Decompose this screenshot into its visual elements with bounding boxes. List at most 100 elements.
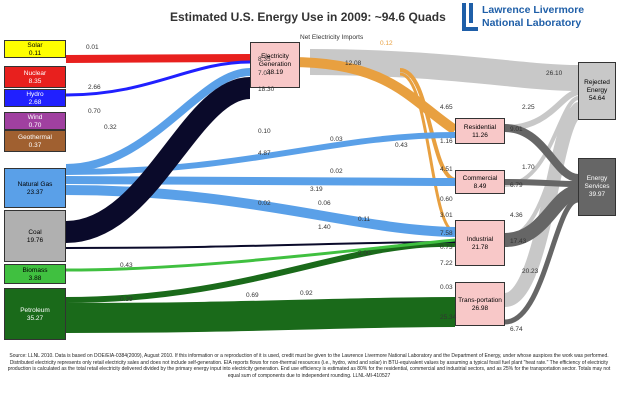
flow-label: 0.70 [88,108,101,115]
source-name: Geothermal [18,134,52,141]
llnl-logo-mark [462,3,478,31]
flow-nuclear-elec [65,54,251,63]
flow-ind-services [504,185,580,247]
flow-coal-elec [65,77,252,243]
flow-gas-res [65,132,456,175]
flow-label: 7.22 [440,260,453,267]
source-value: 0.11 [28,50,42,57]
llnl-logo: Lawrence Livermore National Laboratory [462,3,618,33]
sector-name: Residential [463,124,497,131]
flow-label: 0.69 [246,292,259,299]
source-box-7: Biomass 3.88 [4,264,66,284]
flow-label: 1.16 [440,138,453,145]
flow-label: 6.74 [510,326,523,333]
flow-label: 2.66 [88,84,101,91]
source-value: 19.76 [26,237,44,244]
services-box: Energy Services 39.97 [578,158,616,216]
flow-label: 0.01 [86,44,99,51]
flow-label: 1.70 [522,164,535,171]
source-name: Petroleum [20,307,50,314]
sector-value: 21.78 [471,244,489,251]
flow-gas-elec [65,68,251,172]
source-name: Coal [28,229,42,236]
flow-bio-ind [65,238,456,272]
electricity-box: Electricity Generation 38.19 [250,42,300,88]
sector-value: 11.26 [472,132,488,139]
source-name: Solar [27,42,43,49]
flow-label: 4.65 [440,104,453,111]
flow-label: 9.01 [510,126,523,133]
source-value: 8.35 [28,78,42,85]
rejected-name: Rejected Energy [584,79,610,94]
flow-label: 3.19 [310,186,323,193]
flow-label: 12.08 [345,60,362,67]
flow-label: 0.32 [104,124,117,131]
flow-label: 8.35 [258,56,271,63]
flow-trans-services [504,197,579,325]
sector-box-1: Commercial 8.49 [455,170,505,194]
flow-elec-rejected [309,49,579,91]
flow-label: 4.51 [440,166,453,173]
source-value: 2.68 [28,99,42,106]
source-value: 23.37 [26,189,44,196]
sector-name: Industrial [466,236,494,243]
flow-gas-com [65,176,456,186]
source-name: Wind [27,114,43,121]
flow-label: 0.06 [318,200,331,207]
flow-label: 18.30 [258,86,275,93]
flow-elec-com [399,68,456,182]
net-imports-text: Net Electricity Imports [300,34,364,41]
sector-name: Commercial [462,175,498,182]
sector-value: 8.49 [473,183,487,190]
flow-label: 0.43 [120,262,133,269]
flow-label: 0.03 [440,284,453,291]
flow-label: 0.60 [440,196,453,203]
flow-com-services [504,179,579,187]
source-box-0: Solar 0.11 [4,40,66,58]
electricity-value: 38.19 [266,69,284,76]
flow-elec-ind [399,72,456,234]
source-box-3: Wind 0.70 [4,112,66,130]
flow-elec-main [289,57,458,135]
rejected-box: Rejected Energy 54.64 [578,62,616,120]
flow-label: 26.10 [546,70,563,77]
flow-label: 1.40 [318,224,331,231]
rejected-value: 54.64 [588,95,606,102]
source-name: Nuclear [23,70,47,77]
flow-label: 0.92 [300,290,313,297]
source-value: 3.88 [28,275,42,282]
flow-label: 0.02 [258,200,271,207]
footnote: Source: LLNL 2010. Data is based on DOE/… [7,353,611,379]
flow-label: 2.25 [522,104,535,111]
flow-label: 0.39 [120,296,133,303]
flow-label: 20.23 [522,268,539,275]
electricity-name: Electricity Generation [258,53,292,68]
flow-label: 4.36 [510,212,523,219]
flow-label: 0.73 [440,244,453,251]
sector-name: Trans-portation [458,297,502,304]
sector-box-0: Residential 11.26 [455,118,505,144]
source-box-8: Petroleum 35.27 [4,288,66,340]
flow-label: 2.00 [358,250,371,257]
logo-line-2: National Laboratory [482,17,582,29]
source-value: 35.27 [26,315,44,322]
source-name: Biomass [22,267,48,274]
net-imports-label: Net Electricity Imports [300,34,364,41]
net-imports-value: 0.12 [380,40,393,47]
source-box-5: Natural Gas 23.37 [4,168,66,208]
flow-label: 0.02 [330,168,343,175]
source-name: Natural Gas [17,181,53,188]
source-value: 0.37 [28,142,42,149]
sector-box-3: Trans-portation 26.98 [455,282,505,326]
source-box-4: Geothermal 0.37 [4,130,66,152]
source-name: Hydro [26,91,44,98]
logo-line-1: Lawrence Livermore [482,4,585,16]
flow-petro-ind [65,240,456,303]
flow-label: 0.43 [395,142,408,149]
flow-hydro-elec [65,60,251,97]
flow-label: 17.43 [510,238,527,245]
flow-coal-ind [65,241,456,249]
flow-res-services [504,124,579,182]
services-name: Energy Services [584,175,610,190]
